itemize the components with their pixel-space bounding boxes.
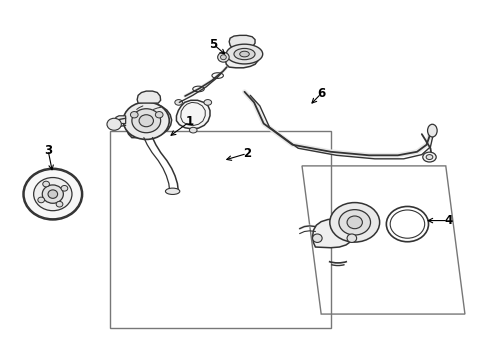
Text: 2: 2	[243, 147, 250, 160]
Ellipse shape	[139, 115, 153, 127]
Polygon shape	[137, 91, 160, 103]
Polygon shape	[115, 116, 125, 123]
Ellipse shape	[312, 234, 322, 242]
Ellipse shape	[34, 177, 72, 211]
Polygon shape	[229, 35, 255, 48]
Ellipse shape	[346, 234, 356, 242]
Ellipse shape	[239, 51, 249, 57]
Text: 5: 5	[209, 38, 217, 51]
Ellipse shape	[123, 102, 169, 139]
Ellipse shape	[107, 118, 121, 130]
Ellipse shape	[61, 185, 68, 191]
Ellipse shape	[233, 48, 255, 60]
Ellipse shape	[38, 197, 44, 203]
Polygon shape	[176, 100, 209, 129]
Ellipse shape	[329, 203, 379, 242]
Text: 1: 1	[185, 115, 193, 128]
Ellipse shape	[217, 52, 229, 62]
Ellipse shape	[23, 168, 82, 220]
Text: 6: 6	[316, 87, 325, 100]
Ellipse shape	[346, 216, 362, 229]
Polygon shape	[225, 48, 258, 68]
Polygon shape	[124, 103, 171, 138]
Ellipse shape	[226, 44, 262, 64]
Ellipse shape	[175, 100, 182, 105]
Ellipse shape	[130, 112, 138, 118]
Ellipse shape	[42, 181, 49, 187]
Ellipse shape	[165, 188, 180, 194]
Polygon shape	[312, 219, 354, 248]
Ellipse shape	[422, 152, 435, 162]
Ellipse shape	[203, 100, 211, 105]
Ellipse shape	[132, 109, 160, 133]
Text: 4: 4	[443, 214, 451, 227]
Ellipse shape	[56, 201, 63, 207]
Ellipse shape	[220, 55, 226, 60]
Ellipse shape	[189, 127, 197, 133]
Ellipse shape	[425, 154, 432, 159]
Ellipse shape	[338, 210, 370, 235]
Text: 3: 3	[44, 144, 52, 157]
Ellipse shape	[42, 185, 63, 203]
Ellipse shape	[155, 112, 163, 118]
Ellipse shape	[48, 190, 58, 198]
Bar	[110, 131, 330, 328]
Ellipse shape	[427, 124, 436, 137]
